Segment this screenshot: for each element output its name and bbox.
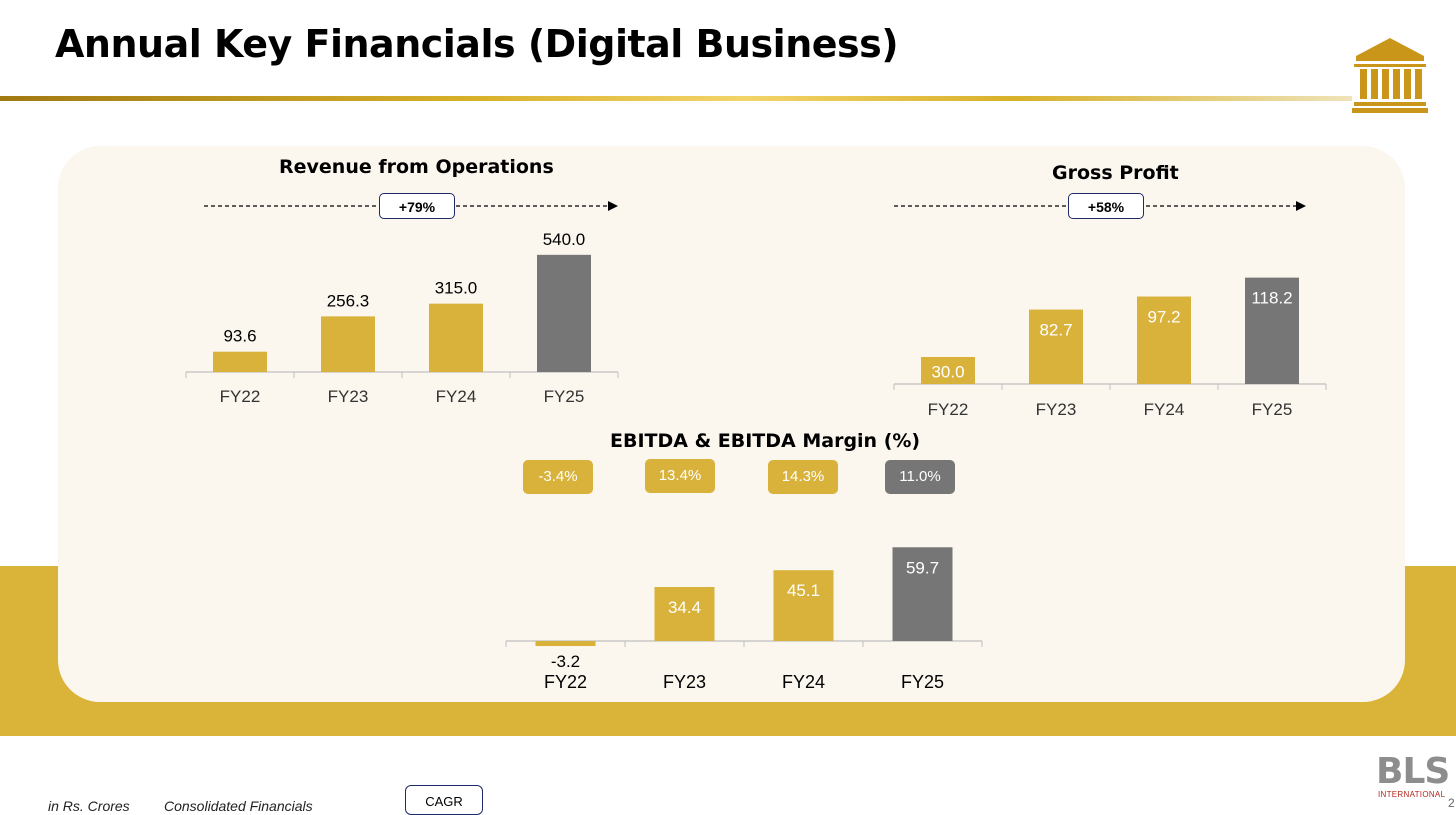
bls-logo: BLS INTERNATIONAL [1376, 752, 1452, 802]
gross_profit-category-label-fy23: FY23 [1036, 400, 1077, 419]
ebitda-margin-fy24: 14.3% [768, 460, 838, 494]
revenue-bar-fy25 [537, 254, 591, 372]
gross_profit-bar-fy24 [1137, 296, 1191, 384]
gross_profit-value-label-fy25: 118.2 [1251, 289, 1292, 308]
gross_profit-category-label-fy25: FY25 [1252, 400, 1293, 419]
bls-logo-subtext: INTERNATIONAL [1378, 790, 1446, 799]
gross_profit-bar-fy23 [1029, 309, 1083, 384]
revenue-bar-fy24 [429, 303, 483, 372]
ebitda-margin-fy25: 11.0% [885, 460, 955, 494]
ebitda-value-label-fy22: -3.2 [551, 652, 580, 671]
ebitda-category-label-fy25: FY25 [901, 672, 944, 692]
revenue-cagr-arrow [204, 201, 618, 211]
gross_profit-category-label-fy24: FY24 [1144, 400, 1185, 419]
ebitda-bar-fy25 [892, 547, 953, 641]
revenue-category-label-fy23: FY23 [328, 387, 369, 406]
gross_profit-value-label-fy24: 97.2 [1147, 308, 1180, 327]
ebitda-chart-title: EBITDA & EBITDA Margin (%) [610, 430, 921, 452]
revenue-value-label-fy24: 315.0 [435, 279, 478, 298]
charts-panel [58, 146, 1405, 702]
revenue-category-label-fy24: FY24 [436, 387, 477, 406]
ebitda-margin-fy23: 13.4% [645, 459, 715, 493]
gross-profit-cagr-badge: +58% [1068, 193, 1144, 219]
page-title: Annual Key Financials (Digital Business) [55, 22, 899, 66]
revenue-bar-chart: 93.6 FY22 256.3 FY23 315.0 FY24 540.0 FY25 [185, 230, 619, 406]
cagr-legend-box: CAGR [405, 785, 483, 815]
bank-building-icon [1352, 38, 1428, 113]
gross_profit-value-label-fy22: 30.0 [931, 363, 964, 382]
gross_profit-bar-fy22 [921, 357, 975, 384]
ebitda-margin-fy22: -3.4% [523, 460, 593, 494]
ebitda-category-label-fy23: FY23 [663, 672, 706, 692]
basis-note: Consolidated Financials [164, 798, 313, 814]
unit-note: in Rs. Crores [48, 798, 130, 814]
gross_profit-value-label-fy23: 82.7 [1039, 321, 1072, 340]
gross-profit-bar-chart: 30.0 FY22 82.7 FY23 97.2 FY24 118.2 FY25 [893, 277, 1327, 419]
revenue-value-label-fy25: 540.0 [543, 230, 586, 249]
revenue-chart-title: Revenue from Operations [279, 156, 554, 178]
revenue-value-label-fy23: 256.3 [327, 291, 370, 310]
ebitda-category-label-fy22: FY22 [544, 672, 587, 692]
ebitda-bar-fy24 [773, 570, 834, 641]
page-number: 2 [1448, 796, 1455, 810]
gross_profit-category-label-fy22: FY22 [928, 400, 969, 419]
title-divider [0, 96, 1352, 101]
gross_profit-bar-fy25 [1245, 277, 1299, 384]
revenue-category-label-fy25: FY25 [544, 387, 585, 406]
revenue-bar-fy22 [213, 351, 267, 372]
gross-profit-cagr-arrow [894, 201, 1306, 211]
revenue-value-label-fy22: 93.6 [223, 327, 256, 346]
ebitda-value-label-fy25: 59.7 [906, 558, 939, 577]
ebitda-bar-fy23 [654, 586, 715, 641]
revenue-cagr-badge: +79% [379, 193, 455, 219]
bls-logo-text: BLS [1376, 751, 1450, 792]
ebitda-value-label-fy24: 45.1 [787, 581, 820, 600]
revenue-bar-fy23 [321, 316, 375, 372]
ebitda-bar-fy22 [535, 641, 596, 647]
ebitda-category-label-fy24: FY24 [782, 672, 825, 692]
ebitda-value-label-fy23: 34.4 [668, 598, 701, 617]
gross-profit-chart-title: Gross Profit [1052, 162, 1179, 184]
revenue-category-label-fy22: FY22 [220, 387, 261, 406]
